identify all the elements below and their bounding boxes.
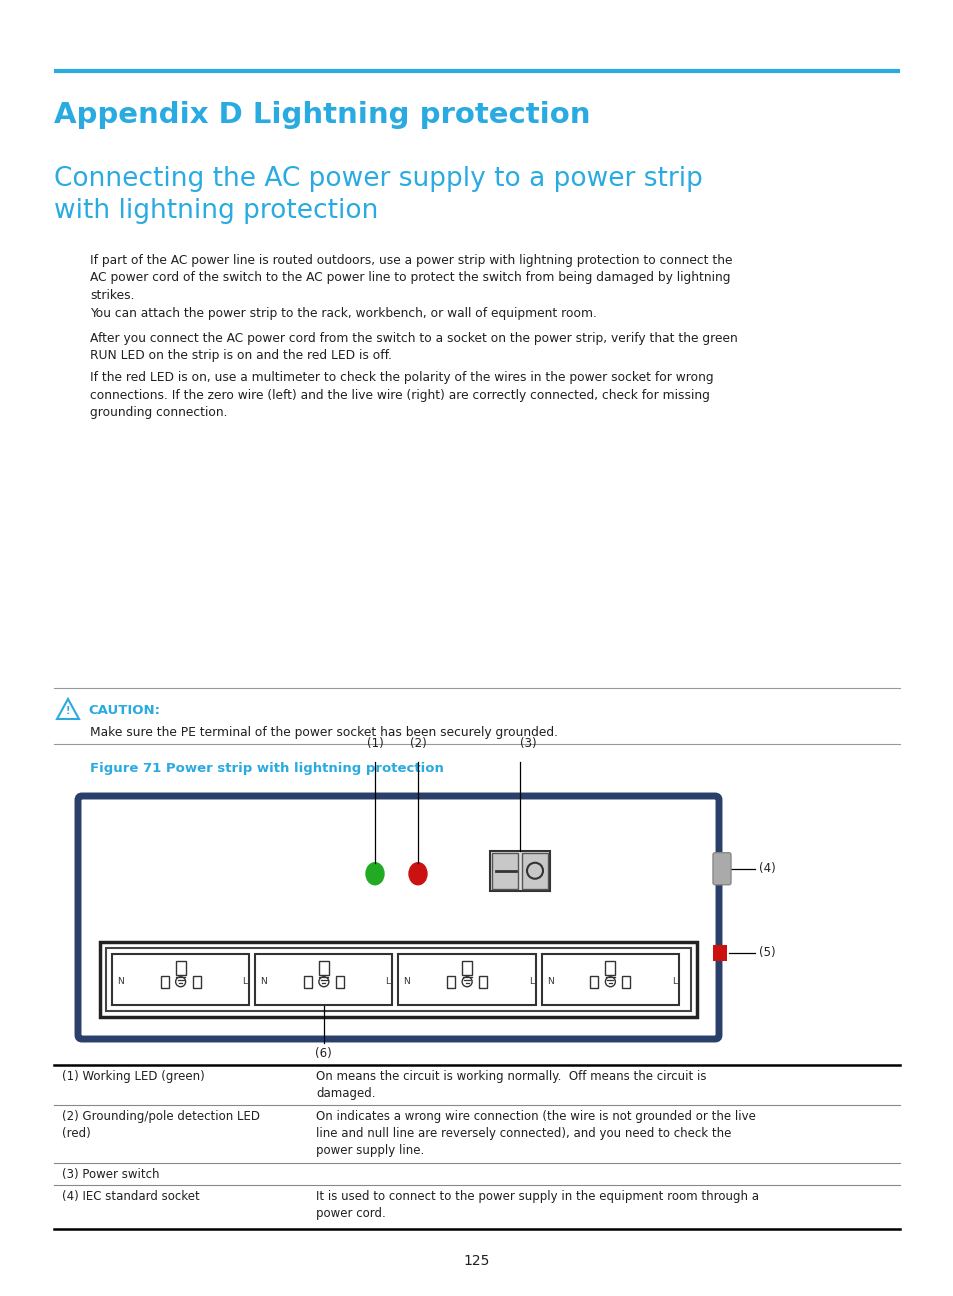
Ellipse shape	[366, 863, 384, 885]
Text: L: L	[528, 977, 533, 986]
Text: (1): (1)	[366, 737, 383, 750]
Text: You can attach the power strip to the rack, workbench, or wall of equipment room: You can attach the power strip to the ra…	[90, 307, 597, 320]
Text: N: N	[260, 977, 267, 986]
Text: N: N	[117, 977, 124, 986]
Text: N: N	[403, 977, 410, 986]
Text: It is used to connect to the power supply in the equipment room through a
power : It is used to connect to the power suppl…	[315, 1190, 759, 1220]
Text: L: L	[671, 977, 677, 986]
Text: (4) IEC standard socket: (4) IEC standard socket	[62, 1190, 199, 1203]
Bar	[447, 976, 455, 988]
Bar	[461, 960, 472, 975]
Bar	[492, 853, 517, 889]
Bar	[335, 976, 343, 988]
Bar	[541, 954, 679, 1004]
Bar	[106, 949, 690, 1011]
Bar	[490, 850, 550, 890]
Text: L: L	[242, 977, 247, 986]
Text: N: N	[546, 977, 553, 986]
Bar	[100, 942, 697, 1017]
Text: (5): (5)	[759, 946, 775, 959]
Bar	[590, 976, 598, 988]
Bar	[255, 954, 392, 1004]
Text: (2) Grounding/pole detection LED
(red): (2) Grounding/pole detection LED (red)	[62, 1109, 260, 1140]
Text: If part of the AC power line is routed outdoors, use a power strip with lightnin: If part of the AC power line is routed o…	[90, 254, 732, 302]
Bar	[521, 853, 547, 889]
Bar	[304, 976, 312, 988]
Text: Make sure the PE terminal of the power socket has been securely grounded.: Make sure the PE terminal of the power s…	[90, 726, 558, 739]
Text: (6): (6)	[315, 1047, 332, 1060]
Text: Connecting the AC power supply to a power strip
with lightning protection: Connecting the AC power supply to a powe…	[54, 166, 702, 224]
Text: Figure 71 Power strip with lightning protection: Figure 71 Power strip with lightning pro…	[90, 762, 443, 775]
Bar	[112, 954, 249, 1004]
Ellipse shape	[409, 863, 427, 885]
Text: (3) Power switch: (3) Power switch	[62, 1168, 159, 1181]
Bar	[712, 945, 726, 960]
FancyBboxPatch shape	[712, 853, 730, 885]
Text: !: !	[66, 706, 71, 715]
Text: (4): (4)	[759, 862, 775, 875]
Bar	[621, 976, 630, 988]
FancyBboxPatch shape	[78, 796, 719, 1039]
Text: (1) Working LED (green): (1) Working LED (green)	[62, 1070, 205, 1083]
Text: If the red LED is on, use a multimeter to check the polarity of the wires in the: If the red LED is on, use a multimeter t…	[90, 371, 713, 419]
Bar	[193, 976, 200, 988]
Bar	[175, 960, 186, 975]
Text: 125: 125	[463, 1255, 490, 1267]
Bar	[478, 976, 487, 988]
Text: After you connect the AC power cord from the switch to a socket on the power str: After you connect the AC power cord from…	[90, 332, 737, 363]
Text: On indicates a wrong wire connection (the wire is not grounded or the live
line : On indicates a wrong wire connection (th…	[315, 1109, 755, 1157]
Bar	[398, 954, 536, 1004]
Bar	[160, 976, 169, 988]
Text: L: L	[385, 977, 390, 986]
Text: CAUTION:: CAUTION:	[88, 704, 160, 717]
Bar	[318, 960, 329, 975]
Bar	[605, 960, 615, 975]
Text: (2): (2)	[409, 737, 426, 750]
Text: (3): (3)	[519, 737, 536, 750]
Text: On means the circuit is working normally.  Off means the circuit is
damaged.: On means the circuit is working normally…	[315, 1070, 706, 1100]
Text: Appendix D Lightning protection: Appendix D Lightning protection	[54, 101, 590, 130]
